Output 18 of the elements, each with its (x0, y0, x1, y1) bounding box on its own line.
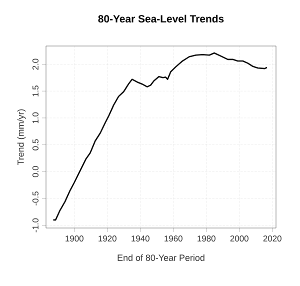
y-tick-label: -1.0 (32, 218, 38, 232)
x-axis-title: End of 80-Year Period (118, 254, 204, 261)
y-tick-label: 1.5 (32, 86, 38, 96)
y-tick-label: -0.5 (32, 192, 38, 206)
y-tick-label: 0.5 (32, 139, 38, 150)
y-tick-label: 1.0 (32, 112, 38, 124)
x-tick-label: 1960 (164, 236, 182, 242)
y-tick-label: 2.0 (32, 58, 38, 70)
x-tick-label: 2000 (230, 236, 248, 242)
x-tick-label: 1940 (132, 236, 150, 242)
x-tick-label: 1920 (98, 236, 116, 242)
line-series (52, 52, 268, 221)
chart-title: 80-Year Sea-Level Trends (98, 14, 224, 23)
y-tick-label: 0.0 (32, 166, 38, 178)
x-tick-label: 2020 (263, 236, 282, 242)
x-tick-label: 1980 (198, 236, 216, 242)
y-axis-title: Trend (mm/yr) (17, 109, 26, 166)
x-tick-label: 1900 (66, 236, 84, 242)
